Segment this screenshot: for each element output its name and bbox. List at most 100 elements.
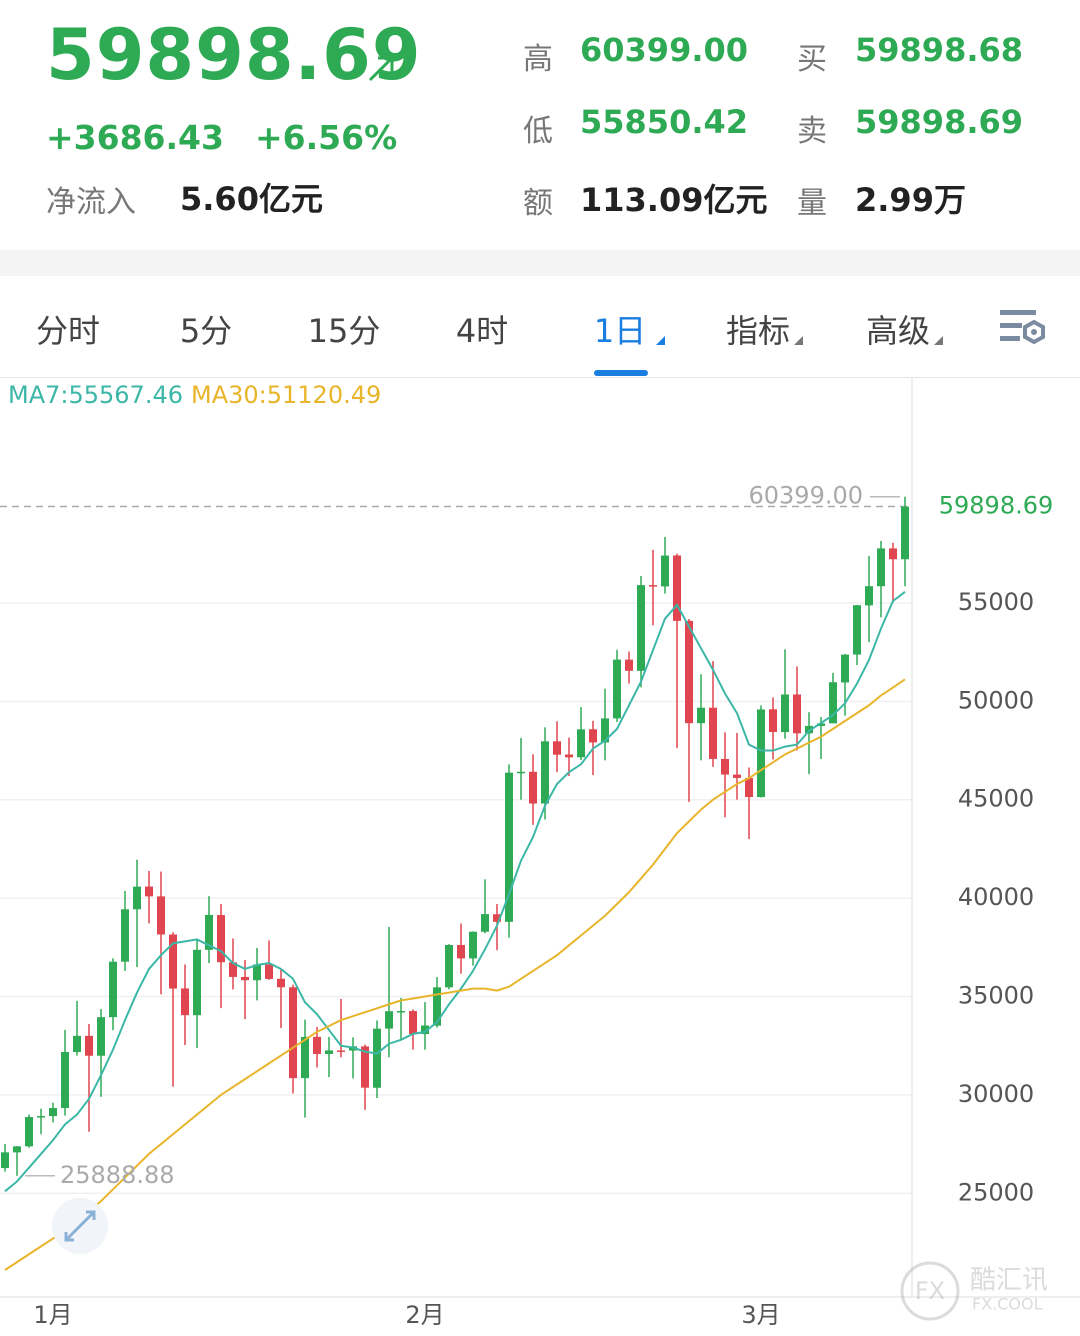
candle-body [217,915,225,963]
candle-body [301,1036,309,1079]
dropdown-marker [794,336,803,345]
period-tab[interactable]: 高级 [865,312,931,350]
candle-body [97,1017,105,1056]
period-tab[interactable]: 分时 [35,312,101,350]
candle-body [265,964,273,979]
candle-body [445,944,453,988]
candle-body [805,725,813,734]
stat-value: 55850.42 [580,103,749,141]
watermark-ring [900,1261,960,1321]
net-inflow: 5.60亿元 [180,180,323,218]
candle-body [721,758,729,775]
candle-body [25,1117,33,1147]
candle-body [757,709,765,798]
candle-body [205,914,213,950]
candle-body [649,585,657,587]
active-tab-indicator [594,370,648,376]
candle-body [613,659,621,719]
candle-body [541,741,549,804]
ma-line [4,678,906,1271]
candle-body [877,548,885,587]
change-percent: +6.56% [255,118,398,157]
candle-body [529,771,537,804]
y-tick-label: 50000 [958,686,1034,714]
tab-divider [0,377,1080,378]
y-tick-label: 55000 [958,588,1034,616]
candle-body [121,909,129,962]
candle-body [373,1028,381,1088]
candle-body [709,707,717,759]
candlestick-chart: 25000 30000 35000 40000 45000 50000 55000 1月 2月 3… [0,378,1080,1329]
stat-label: 量 [797,186,827,221]
button-icon [64,1210,96,1242]
candle-body [553,741,561,755]
ma-line [4,590,906,1193]
candle-body [829,682,837,724]
candle-body [661,555,669,587]
stat-value: 60399.00 [580,31,749,69]
y-tick-label: 40000 [958,883,1034,911]
ma-legend: MA7:55567.46 [8,381,183,409]
candle-body [313,1036,321,1054]
extreme-label: 25888.88 [60,1161,175,1189]
y-tick-label: 25000 [958,1178,1034,1206]
candle-body [253,964,261,981]
price-tag-bg [918,488,1078,525]
candle-body [901,506,909,560]
candle-body [37,1116,45,1118]
candle-body [493,914,501,922]
fullscreen-button[interactable] [52,1198,108,1254]
watermark-name: 酷汇讯 [970,1266,1048,1296]
candle-body [853,605,861,655]
candle-body [517,771,525,774]
up-arrow-icon [368,56,394,82]
stat-label: 买 [797,42,827,77]
x-tick-label: 1月 [33,1301,72,1329]
candle-body [361,1046,369,1088]
y-tick-label: 35000 [958,981,1034,1009]
candle-body [145,886,153,897]
candle-body [697,707,705,724]
stat-value: 2.99万 [855,181,966,219]
candle-body [817,723,825,726]
candle-body [673,555,681,621]
candle-body [685,620,693,724]
stat-label: 卖 [797,114,827,149]
net-inflow-label: 净流入 [46,185,136,220]
candle-body [1,1152,9,1169]
candle-body [61,1052,69,1109]
separator-band [0,250,1080,276]
candle-body [781,694,789,733]
candle-body [505,772,513,922]
x-tick-label: 2月 [405,1301,444,1329]
stat-value: 59898.69 [855,103,1024,141]
period-tab[interactable]: 指标 [725,312,791,350]
y-tick-label: 30000 [958,1080,1034,1108]
settings-button[interactable] [998,308,1048,348]
candle-body [421,1025,429,1035]
candle-body [889,548,897,560]
candle-body [769,709,777,733]
candle-body [325,1050,333,1054]
stat-label: 高 [523,42,553,77]
candle-body [793,694,801,734]
candle-body [457,944,465,959]
stat-label: 额 [523,186,553,221]
ma-legend: MA30:51120.49 [191,381,381,409]
watermark-domain: FX.COOL [972,1295,1043,1314]
candle-body [625,659,633,671]
candle-body [589,729,597,743]
candle-body [229,962,237,977]
period-tab[interactable]: 4时 [455,312,509,350]
dropdown-marker [934,336,943,345]
candle-body [157,896,165,935]
change: +3686.43 [46,118,224,157]
period-tab[interactable]: 15分 [307,312,381,350]
period-tab[interactable]: 1日 [593,312,647,350]
candle-body [397,1011,405,1013]
candle-body [385,1011,393,1029]
extreme-label: 60399.00 [748,482,863,510]
candle-body [865,586,873,606]
period-tab[interactable]: 5分 [179,312,233,350]
